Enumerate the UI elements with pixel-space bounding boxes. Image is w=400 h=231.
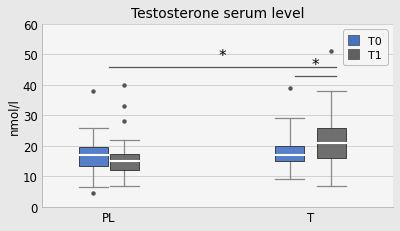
Bar	[275, 146, 304, 161]
Legend: T0, T1: T0, T1	[343, 30, 388, 66]
Bar	[110, 154, 139, 170]
Text: *: *	[219, 49, 226, 64]
Title: Testosterone serum level: Testosterone serum level	[131, 7, 304, 21]
Text: *: *	[312, 58, 319, 73]
Bar	[79, 148, 108, 166]
Bar	[316, 128, 346, 158]
Y-axis label: nmol/l: nmol/l	[7, 97, 20, 134]
